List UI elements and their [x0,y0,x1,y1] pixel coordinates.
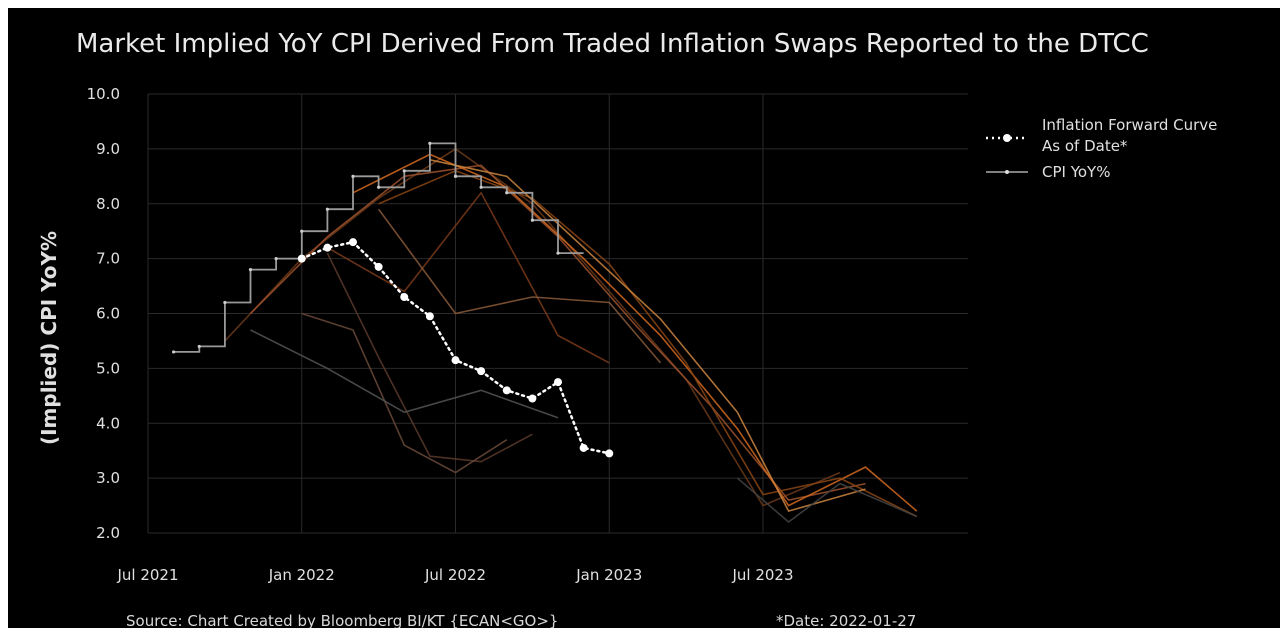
background-forward-curve [250,329,559,419]
cpi-yoy-point [248,268,253,272]
y-tick-label: 8.0 [96,195,120,213]
forward-curve-point [579,443,588,452]
forward-curve-point [554,378,562,387]
y-axis-ticks: 10.0 9.0 8.0 7.0 6.0 5.0 4.0 3.0 2.0 [87,85,120,542]
legend-forward-curve-marker [1003,134,1011,142]
background-forward-curve [377,208,662,364]
x-tick-label: Jul 2021 [116,566,178,584]
chart-title: Market Implied YoY CPI Derived From Trad… [76,29,1149,59]
background-forward-curve [736,477,918,524]
cpi-yoy-point [428,141,432,145]
forward-curve-point [323,243,332,252]
y-tick-label: 7.0 [96,250,120,268]
cpi-yoy-series [172,141,584,354]
x-tick-label: Jul 2022 [424,566,486,584]
cpi-yoy-point [197,344,201,349]
legend-forward-curve-label-line2: As of Date* [1042,137,1128,155]
cpi-yoy-point [274,257,278,261]
background-forward-curve [429,159,866,513]
background-forward-curves [224,147,918,524]
legend-cpi-marker [1005,170,1009,174]
y-axis-label: (Implied) CPI YoY% [37,231,61,445]
y-tick-label: 5.0 [96,359,120,377]
legend-item-forward-curve: Inflation Forward Curve As of Date* [986,116,1217,155]
forward-curve-point [502,386,511,395]
cpi-yoy-point [530,218,534,222]
background-forward-curve [326,252,533,463]
y-tick-label: 6.0 [96,305,120,323]
legend-forward-curve-label: Inflation Forward Curve [1042,116,1217,134]
background-forward-curve [327,191,610,364]
x-tick-label: Jan 2023 [575,566,642,584]
grid-layer [147,93,968,534]
x-tick-label: Jan 2022 [268,566,335,584]
cpi-yoy-line [173,142,584,353]
forward-curve-point [297,254,306,263]
y-tick-label: 10.0 [87,85,120,103]
forward-curve-point [451,356,460,365]
cpi-yoy-point [351,174,355,178]
x-tick-label: Jul 2023 [731,566,793,584]
cpi-yoy-point [223,300,227,305]
y-tick-label: 4.0 [96,414,120,432]
forward-curve-point [349,238,357,247]
cpi-yoy-point [325,207,329,211]
cpi-yoy-point [556,251,560,255]
cpi-yoy-point [300,229,304,233]
y-tick-label: 3.0 [96,469,120,487]
cpi-yoy-point [402,169,406,173]
y-tick-label: 9.0 [96,140,120,158]
x-axis-ticks: Jul 2021 Jan 2022 Jul 2022 Jan 2023 Jul 2023 [116,566,793,584]
cpi-yoy-point [377,185,381,189]
forward-curve-point [528,394,537,403]
inflation-forward-curve-series [297,238,614,458]
footer-source: Source: Chart Created by Bloomberg BI/KT… [126,612,558,628]
legend: Inflation Forward Curve As of Date* CPI … [986,116,1217,181]
forward-curve-point [425,312,434,321]
background-forward-curve [301,312,508,474]
legend-cpi-label: CPI YoY% [1042,163,1110,181]
cpi-yoy-point [505,191,509,195]
y-tick-label: 2.0 [96,524,120,542]
chart-svg: Market Implied YoY CPI Derived From Trad… [37,29,1217,630]
forward-curve-point [374,262,383,271]
chart-panel: Market Implied YoY CPI Derived From Trad… [8,8,1280,630]
forward-curve-point [605,449,614,458]
cpi-yoy-point [453,174,458,178]
background-forward-curve [378,169,918,518]
cpi-yoy-point [479,185,483,189]
forward-curve-point [400,293,409,302]
background-forward-curve [249,164,866,501]
forward-curve-point [477,367,486,376]
cpi-yoy-point [172,350,176,354]
footer-date-note: *Date: 2022-01-27 [776,612,916,628]
legend-item-cpi: CPI YoY% [986,163,1110,181]
